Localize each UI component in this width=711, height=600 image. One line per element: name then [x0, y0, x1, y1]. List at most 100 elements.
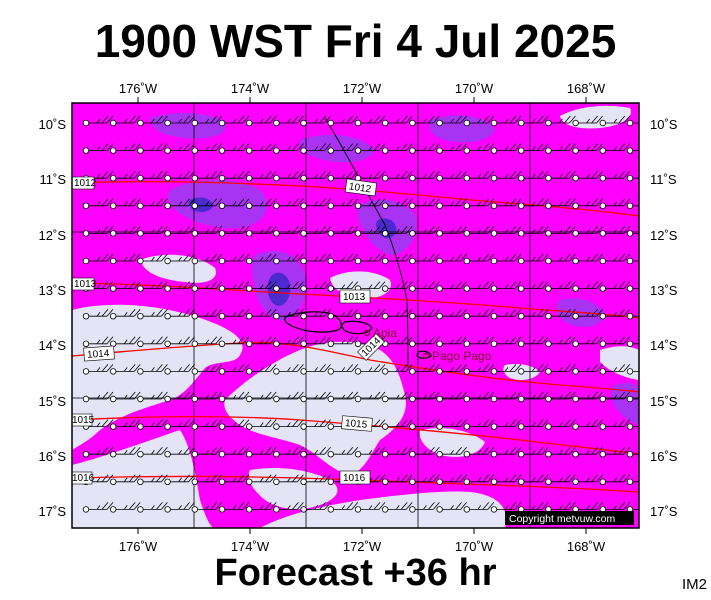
wind-barb [300, 446, 331, 458]
wind-barb [137, 170, 168, 182]
wind-barb [599, 308, 631, 320]
wind-barb [164, 391, 195, 403]
wind-barb [436, 364, 467, 375]
wind-barb [109, 364, 141, 375]
isobar-label: 1014 [87, 348, 110, 361]
wind-barb [382, 226, 413, 237]
wind-barb [572, 419, 603, 430]
wind-barb [436, 115, 467, 127]
wind-barb [409, 364, 440, 375]
wind-barb [164, 253, 195, 265]
wind-barb [626, 202, 639, 209]
wind-barb [164, 143, 195, 154]
wind-barb [137, 419, 168, 430]
wind-barb [137, 446, 168, 458]
wind-barb [490, 474, 522, 485]
wind-barb [572, 446, 603, 458]
wind-barb [626, 285, 639, 292]
wind-barb [300, 143, 331, 154]
wind-barb [382, 308, 413, 320]
wind-barb [409, 474, 440, 485]
wind-barb [409, 391, 440, 403]
wind-barb [354, 364, 386, 375]
wind-barb [82, 446, 114, 458]
top-axis-label: 170˚W [455, 81, 494, 96]
wind-barb [164, 226, 195, 237]
wind-barb [545, 364, 576, 375]
wind-barb [327, 253, 359, 265]
wind-barb [382, 253, 413, 265]
wind-barb [518, 281, 549, 292]
wind-barb [626, 174, 639, 182]
wind-barb [490, 391, 522, 403]
wind-barb [354, 198, 386, 209]
wind-barb [572, 115, 603, 127]
wind-barb [490, 281, 522, 292]
wind-barb [218, 474, 250, 485]
wind-barb [436, 281, 467, 292]
wind-barb [382, 419, 413, 430]
wind-barb [463, 502, 495, 513]
wind-barb [599, 419, 631, 430]
wind-barb [599, 143, 631, 154]
wind-barb [409, 502, 440, 513]
wind-barb [245, 226, 277, 237]
wind-barb [273, 502, 304, 513]
bottom-axis-label: 168˚W [567, 539, 606, 554]
wind-barb [572, 170, 603, 182]
right-axis-label: 14˚S [650, 338, 678, 353]
place-pago-pago: Pago Pago [432, 349, 492, 363]
wind-barb [164, 336, 195, 347]
wind-barb [599, 115, 631, 127]
wind-barb [164, 474, 195, 485]
wind-barb [599, 226, 631, 237]
wind-barb [191, 253, 223, 265]
wind-barb [463, 226, 495, 237]
wind-barb [82, 143, 114, 154]
isobar-label: 1012 [348, 181, 372, 195]
wind-barb [137, 281, 168, 292]
wind-barb [109, 253, 141, 265]
wind-barb [191, 226, 223, 237]
wind-barb [109, 226, 141, 237]
wind-barb [109, 336, 141, 347]
wind-barb [409, 336, 440, 347]
wind-barb [245, 308, 277, 320]
wind-barb [245, 198, 277, 209]
wind-barb [327, 115, 359, 127]
wind-barb [436, 336, 467, 347]
wind-barb [82, 391, 114, 403]
right-axis-label: 15˚S [650, 394, 678, 409]
wind-barb [273, 143, 304, 154]
wind-barb [137, 336, 168, 347]
wind-barb [626, 230, 639, 237]
left-axis-label: 17˚S [39, 504, 67, 519]
wind-barb [436, 253, 467, 265]
wind-barb [490, 198, 522, 209]
wind-barb [545, 474, 576, 485]
wind-barb [545, 281, 576, 292]
wind-barb [572, 226, 603, 237]
wind-barb [572, 336, 603, 347]
wind-barb [436, 474, 467, 485]
wind-barb [109, 170, 141, 182]
wind-barb [245, 419, 277, 430]
wind-barb [518, 170, 549, 182]
wind-barb [218, 336, 250, 347]
wind-barb [572, 364, 603, 375]
top-axis-label: 174˚W [231, 81, 270, 96]
place-markers: Apia Pago Pago [363, 326, 492, 363]
wind-barb [191, 474, 223, 485]
wind-barb [164, 281, 195, 292]
wind-barb [436, 391, 467, 403]
wind-barb [137, 253, 168, 265]
wind-barb [137, 115, 168, 127]
wind-barb [490, 253, 522, 265]
bottom-axis-label: 170˚W [455, 539, 494, 554]
wind-barb [518, 143, 549, 154]
wind-barb [354, 446, 386, 458]
wind-barb [599, 474, 631, 485]
wind-barb [382, 143, 413, 154]
wind-barb [109, 391, 141, 403]
wind-barb [545, 336, 576, 347]
